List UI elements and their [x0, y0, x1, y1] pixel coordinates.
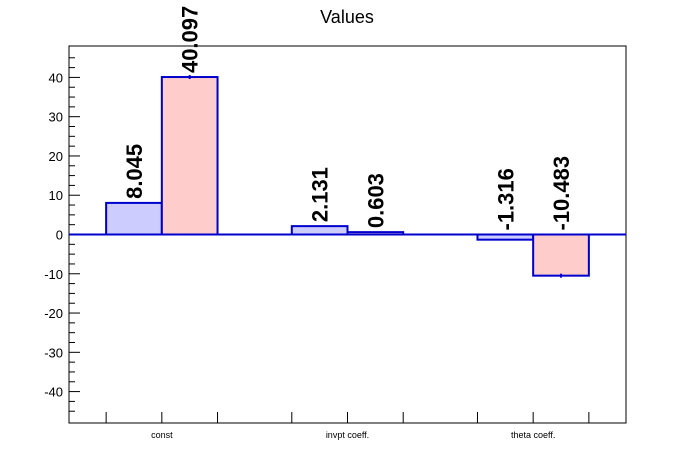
y-tick-label: 20	[49, 149, 63, 164]
bars	[69, 75, 626, 278]
chart-title: Values	[320, 7, 374, 27]
data-label: 2.131	[308, 167, 333, 222]
data-label: 8.045	[122, 144, 147, 199]
y-tick-label: 30	[49, 110, 63, 125]
axes: -40 -30 -20 -10 0 10 20 30 40 const invpt coeff. th…	[44, 45, 627, 440]
bar	[160, 76, 219, 236]
data-labels: 8.045 2.131 -1.316 40.097 0.603 -10.483	[122, 6, 574, 231]
data-label: 0.603	[363, 173, 388, 228]
data-label: -10.483	[549, 156, 574, 231]
data-label: -1.316	[493, 168, 518, 230]
y-tick-label: 10	[49, 188, 63, 203]
y-tick-label: -30	[44, 345, 63, 360]
bar	[532, 233, 590, 277]
bar	[290, 225, 349, 236]
y-tick-label: -10	[44, 267, 63, 282]
x-category-label: const	[151, 430, 173, 440]
bar	[105, 201, 163, 236]
y-tick-label: 40	[49, 70, 63, 85]
x-category-label: invpt coeff.	[326, 430, 369, 440]
x-category-label: theta coeff.	[511, 430, 555, 440]
y-tick-label: 0	[56, 228, 63, 243]
y-tick-label: -40	[44, 385, 63, 400]
data-label: 40.097	[178, 6, 203, 73]
y-tick-label: -20	[44, 306, 63, 321]
